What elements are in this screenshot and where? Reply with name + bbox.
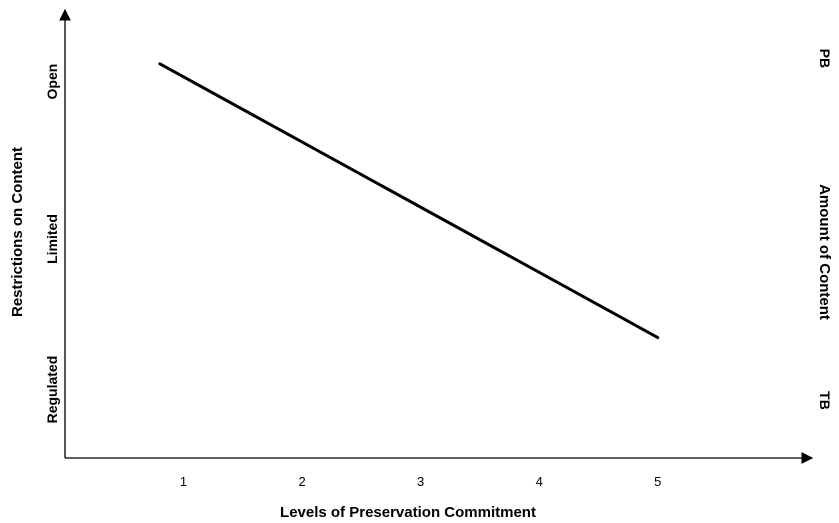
y-category-label: Limited — [44, 214, 60, 264]
y2-category-labels: TB PB — [817, 49, 833, 410]
x-tick-label: 2 — [298, 474, 305, 489]
x-tick-label: 4 — [536, 474, 543, 489]
x-tick-label: 5 — [654, 474, 661, 489]
x-axis-title: Levels of Preservation Commitment — [280, 504, 536, 521]
x-tick-labels: 1 2 3 4 5 — [180, 474, 661, 489]
y2-category-label: PB — [817, 49, 833, 68]
y2-axis-title: Amount of Content — [816, 184, 833, 320]
x-tick-label: 3 — [417, 474, 424, 489]
y2-category-label: TB — [817, 391, 833, 410]
y-category-label: Regulated — [44, 356, 60, 424]
x-tick-label: 1 — [180, 474, 187, 489]
y-axis-title: Restrictions on Content — [9, 147, 26, 317]
y-category-labels: Regulated Limited Open — [44, 64, 60, 424]
series-lines — [158, 62, 660, 340]
series-line — [158, 62, 660, 340]
y-category-label: Open — [44, 64, 60, 100]
